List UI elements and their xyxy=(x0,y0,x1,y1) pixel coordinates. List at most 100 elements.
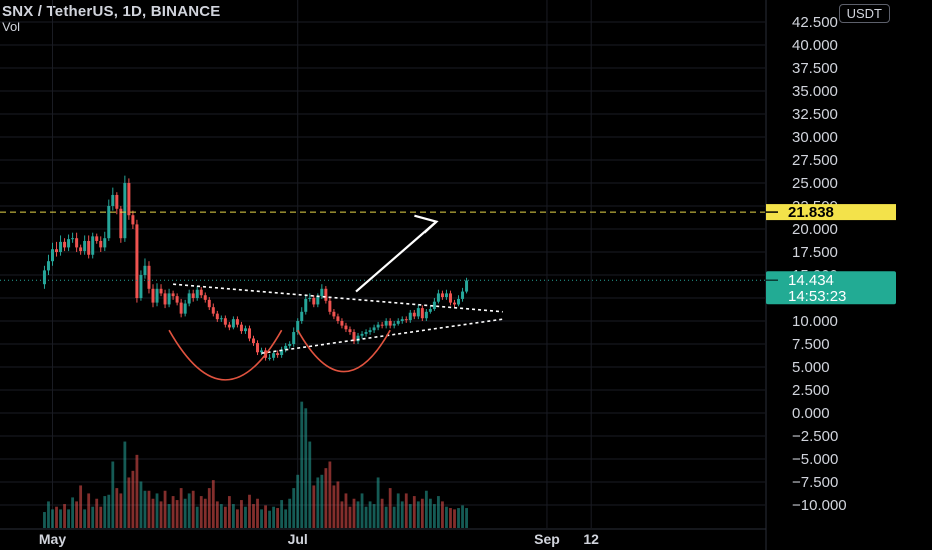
candle xyxy=(424,309,428,321)
candle-body xyxy=(131,215,135,225)
candle xyxy=(135,219,139,303)
volume-bar xyxy=(139,481,143,528)
candle-body xyxy=(376,324,380,328)
volume-bar xyxy=(340,501,344,528)
candle-body xyxy=(364,332,368,334)
volume-bar xyxy=(55,506,58,528)
candle-body xyxy=(280,349,284,356)
volume-bar xyxy=(404,493,408,528)
candle-body xyxy=(332,311,336,317)
candle-body xyxy=(75,238,79,248)
candlesticks xyxy=(42,175,469,361)
volume-bar xyxy=(348,506,352,528)
candle xyxy=(416,304,420,320)
candle xyxy=(320,284,324,299)
volume-bar xyxy=(159,501,163,528)
volume-bar xyxy=(211,480,215,528)
price-tick-label: 0.000 xyxy=(792,405,830,422)
candle-body xyxy=(284,345,288,350)
currency-selector[interactable]: USDT xyxy=(838,4,890,23)
volume-bar xyxy=(195,506,199,528)
volume-bar xyxy=(219,504,223,528)
candle-body xyxy=(203,295,207,300)
candle-body xyxy=(215,313,219,320)
candle xyxy=(260,347,264,356)
candle xyxy=(191,289,195,302)
candle xyxy=(155,283,159,307)
volume-bar xyxy=(59,509,62,528)
volume-bar xyxy=(155,493,159,528)
volume-bar xyxy=(332,485,336,528)
candle xyxy=(55,241,59,257)
volume-bar xyxy=(199,496,203,528)
candle-body xyxy=(231,319,235,328)
candle xyxy=(453,299,456,308)
volume-bar xyxy=(191,490,195,528)
candle-body xyxy=(392,323,396,326)
candle xyxy=(215,310,219,322)
volume-bar xyxy=(264,505,267,528)
candle-body xyxy=(292,332,296,344)
price-axis: 42.500 40.000 37.500 35.000 32.500 30.000 27.5… xyxy=(792,14,847,514)
candle-body xyxy=(51,249,54,262)
candle-body xyxy=(187,293,191,304)
candle xyxy=(42,265,46,289)
candle xyxy=(179,298,183,318)
candle xyxy=(131,210,135,229)
candle-body xyxy=(55,249,59,252)
candle-body xyxy=(139,275,143,298)
candle xyxy=(91,232,95,259)
candle xyxy=(143,258,147,279)
candle-body xyxy=(243,328,247,332)
volume-bar xyxy=(75,501,79,528)
candle xyxy=(300,307,304,324)
candle xyxy=(368,327,372,335)
volume-bar xyxy=(179,488,183,528)
volume-bar xyxy=(135,454,139,528)
candle xyxy=(352,329,356,344)
candle-body xyxy=(119,208,123,239)
volume-bar xyxy=(392,506,396,528)
chart-title: SNX / TetherUS, 1D, BINANCE xyxy=(2,3,221,20)
bar-countdown-text: 14:53:23 xyxy=(788,288,846,305)
price-tick-label: 35.000 xyxy=(792,83,838,100)
volume-bar xyxy=(441,501,444,528)
volume-bar xyxy=(143,490,147,528)
candle xyxy=(432,298,436,311)
candle-body xyxy=(388,321,392,326)
volume-bar xyxy=(183,498,187,528)
volume-bar xyxy=(260,509,263,528)
candle-body xyxy=(396,321,400,324)
candle-body xyxy=(127,183,131,216)
volume-bar xyxy=(207,488,211,528)
volume-bar xyxy=(465,508,468,528)
candle-body xyxy=(340,321,344,326)
volume-bar xyxy=(416,501,420,528)
volume-bar xyxy=(83,509,87,528)
cup-curve-right xyxy=(297,329,391,373)
candle-body xyxy=(324,288,328,301)
volume-bar xyxy=(87,493,91,528)
candle-body xyxy=(175,296,179,303)
candle-body xyxy=(256,343,260,353)
candle-body xyxy=(312,298,316,305)
candle xyxy=(171,290,175,300)
candle-body xyxy=(171,293,175,297)
candle xyxy=(127,178,131,220)
volume-bar xyxy=(119,493,123,528)
candle-body xyxy=(79,247,83,252)
candle xyxy=(356,332,360,344)
candle xyxy=(139,270,143,301)
candle xyxy=(461,287,465,302)
candle xyxy=(195,286,199,301)
volume-bar xyxy=(223,506,227,528)
resistance-label-text: 21.838 xyxy=(788,204,834,221)
candle xyxy=(292,327,296,347)
candle-body xyxy=(457,298,461,305)
candle xyxy=(87,235,91,259)
candle-body xyxy=(107,206,111,239)
volume-bar xyxy=(449,508,452,528)
candle-body xyxy=(46,261,50,271)
volume-bar xyxy=(203,498,207,528)
